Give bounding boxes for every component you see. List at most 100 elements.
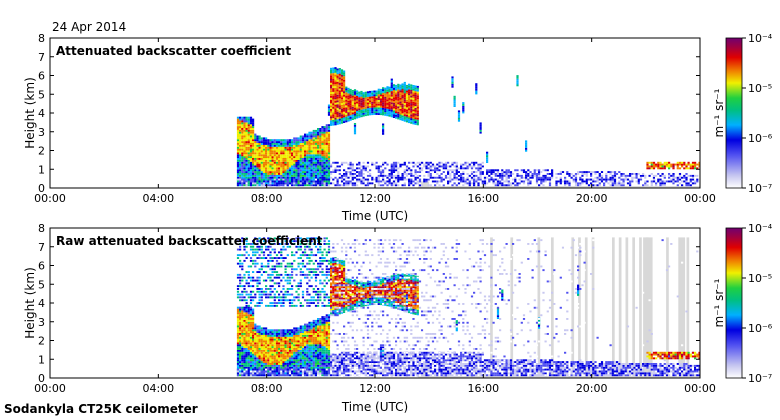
heatmap-cell [252, 329, 255, 332]
heatmap-cell [345, 174, 348, 177]
heatmap-cell [249, 325, 253, 328]
heatmap-cell [418, 174, 422, 177]
heatmap-cell [306, 135, 309, 138]
heatmap-cell [275, 349, 279, 352]
heatmap-cell [273, 144, 276, 147]
heatmap-cell [555, 178, 558, 181]
heatmap-cell [670, 165, 673, 168]
heatmap-cell [397, 96, 400, 99]
heatmap-cell [492, 180, 495, 183]
heatmap-cell [271, 336, 274, 339]
heatmap-cell [323, 184, 326, 187]
heatmap-cell [282, 143, 285, 145]
heatmap-cell [301, 180, 305, 183]
heatmap-cell [317, 133, 320, 136]
heatmap-cell [243, 372, 246, 375]
heatmap-cell [299, 327, 302, 330]
heatmap-cell [496, 184, 500, 187]
heatmap-cell [585, 174, 588, 177]
heatmap-cell [249, 135, 253, 138]
heatmap-cell [273, 152, 276, 155]
heatmap-cell [273, 176, 276, 179]
heatmap-cell [271, 171, 274, 173]
heatmap-cell [247, 128, 250, 130]
heatmap-cell [236, 329, 240, 332]
heatmap-cell [377, 163, 380, 166]
heatmap-cell [366, 93, 370, 95]
heatmap-cell [271, 374, 274, 377]
heatmap-cell [503, 173, 506, 175]
heatmap-cell [353, 93, 357, 95]
heatmap-cell [271, 370, 274, 373]
heatmap-cell [262, 370, 266, 373]
heatmap-cell [278, 176, 281, 179]
heatmap-cell [418, 169, 422, 172]
heatmap-cell [269, 159, 272, 162]
heatmap-cell [312, 161, 315, 164]
heatmap-cell [243, 316, 246, 318]
heatmap-cell [351, 112, 354, 115]
heatmap-cell [286, 165, 289, 168]
heatmap-cell [453, 103, 456, 106]
heatmap-cell [479, 131, 482, 134]
heatmap-cell [299, 150, 302, 153]
heatmap-cell [390, 106, 393, 108]
heatmap-cell [260, 163, 263, 166]
heatmap-cell [323, 141, 326, 143]
heatmap-cell [345, 171, 348, 173]
heatmap-cell [366, 165, 370, 168]
heatmap-cell [624, 174, 627, 177]
heatmap-cell [236, 262, 240, 265]
heatmap-cell [293, 357, 296, 360]
heatmap-cell [399, 116, 402, 119]
heatmap-cell [260, 327, 263, 330]
heatmap-cell [644, 176, 647, 179]
heatmap-cell [286, 334, 289, 337]
heatmap-cell [247, 370, 250, 373]
heatmap-cell [308, 144, 311, 147]
heatmap-cell [306, 333, 309, 335]
heatmap-cell [291, 304, 294, 307]
heatmap-cell [462, 180, 465, 183]
heatmap-cell [236, 338, 240, 341]
heatmap-cell [551, 169, 554, 172]
heatmap-cell [410, 182, 413, 185]
heatmap-cell [245, 156, 248, 158]
heatmap-cell [265, 363, 268, 365]
heatmap-cell [559, 173, 562, 175]
heatmap-cell [388, 99, 391, 102]
heatmap-cell [284, 329, 287, 332]
heatmap-cell [325, 143, 328, 145]
heatmap-cell [323, 144, 326, 147]
heatmap-cell [278, 344, 281, 347]
heatmap-cell [304, 184, 307, 187]
heatmap-cell [256, 156, 259, 158]
heatmap-cell [403, 93, 406, 96]
heatmap-cell [301, 146, 305, 149]
heatmap-cell [338, 122, 341, 125]
heatmap-cell [243, 259, 246, 262]
heatmap-cell [243, 355, 246, 358]
heatmap-cell [349, 173, 352, 175]
heatmap-cell [399, 103, 402, 106]
heatmap-cell [260, 273, 263, 276]
heatmap-cell [282, 161, 285, 164]
heatmap-cell [297, 245, 300, 248]
heatmap-cell [291, 243, 294, 245]
heatmap-cell [440, 173, 443, 175]
heatmap-cell [280, 163, 283, 166]
heatmap-cell [663, 167, 666, 170]
heatmap-cell [559, 178, 562, 181]
heatmap-cell [340, 163, 344, 166]
heatmap-cell [496, 178, 500, 181]
heatmap-cell [271, 333, 274, 335]
heatmap-cell [494, 169, 497, 172]
heatmap-cell [611, 182, 614, 185]
heatmap-cell [364, 93, 367, 96]
heatmap-cell [340, 112, 344, 115]
heatmap-cell [243, 116, 246, 119]
heatmap-cell [252, 340, 255, 343]
heatmap-cell [260, 257, 263, 259]
heatmap-cell [236, 351, 240, 354]
heatmap-cell [613, 173, 617, 175]
